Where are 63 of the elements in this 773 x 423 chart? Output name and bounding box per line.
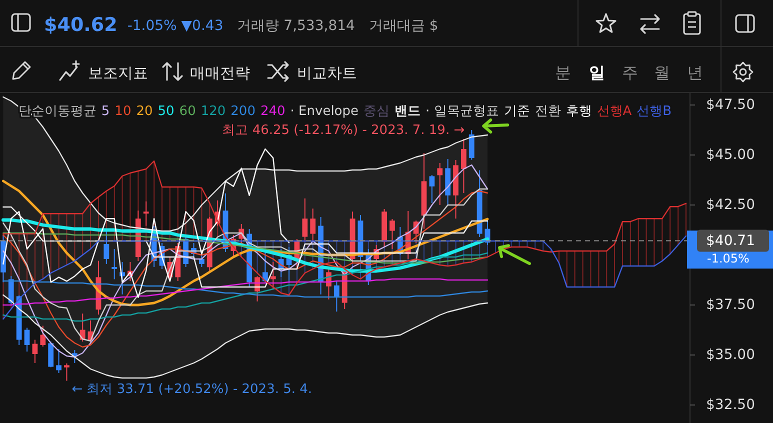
candlestick (64, 362, 70, 382)
candlestick (24, 327, 30, 352)
text: 기준 (504, 104, 530, 119)
y-tick-label: $47.50 (706, 97, 755, 113)
candlestick (56, 348, 62, 374)
candlestick (460, 138, 466, 194)
text: 전환 (534, 104, 561, 119)
candlestick (48, 341, 54, 368)
text: 거래량 7,533,814 (237, 18, 356, 34)
y-tick-label: $42.50 (706, 197, 755, 213)
candlestick (334, 280, 340, 312)
text: 120 (200, 104, 226, 119)
candlestick (198, 252, 204, 268)
candlestick (143, 200, 149, 226)
candlestick (72, 350, 78, 364)
line-series (2, 232, 488, 264)
candlestick (32, 339, 38, 364)
text: 5 (101, 104, 110, 119)
text: 밴드 (394, 104, 421, 119)
y-tick-label: $32.50 (706, 397, 755, 413)
candlestick (468, 130, 474, 160)
text: 선행B (636, 104, 672, 119)
candlestick (40, 325, 46, 348)
candlestick (429, 174, 435, 204)
annotation: · Envelope (290, 104, 359, 119)
text: 선행A (596, 104, 632, 119)
y-tick-label: $35.00 (706, 347, 755, 363)
text: 거래대금 $ (368, 18, 438, 34)
line-series (2, 252, 488, 322)
candlestick (104, 230, 110, 264)
annotation: ← 최저 33.71 (+20.52%) - 2023. 5. 4. (72, 382, 312, 397)
text: 200 (230, 104, 256, 119)
text: 일 (589, 63, 605, 82)
text: 주 (622, 63, 638, 82)
text: 10 (114, 104, 132, 119)
text: 분 (555, 63, 571, 82)
ref-line-label: $40.71 (706, 232, 755, 249)
text: -1.05% (707, 252, 750, 266)
text: 20 (136, 104, 153, 119)
annotation: 중심 (364, 104, 390, 119)
candlestick (437, 162, 443, 206)
text: 50 (158, 104, 174, 119)
text: 보조지표 (88, 64, 148, 82)
candlestick (302, 198, 308, 242)
text: 후행 (566, 104, 592, 119)
candlestick (8, 276, 14, 305)
line-series (2, 180, 489, 306)
candlestick (310, 208, 316, 242)
text: 비교차트 (297, 64, 357, 82)
candlestick (390, 218, 395, 250)
text: 매매전략 (190, 64, 250, 82)
annotation: 최고 46.25 (-12.17%) - 2023. 7. 19. → (222, 123, 465, 138)
annotation: · 일목균형표 (426, 104, 499, 119)
y-tick-label: $37.50 (706, 297, 755, 313)
chart-subtitle: -1.05% ▼0.43 (127, 18, 224, 34)
text: 60 (179, 104, 196, 119)
candlestick (270, 262, 276, 290)
text: 년 (687, 63, 703, 82)
y-tick-label: $45.00 (706, 147, 755, 163)
text: 월 (654, 63, 670, 82)
chart-title: $40.62 (44, 14, 118, 36)
candlestick (112, 248, 118, 280)
text: 240 (260, 104, 286, 119)
